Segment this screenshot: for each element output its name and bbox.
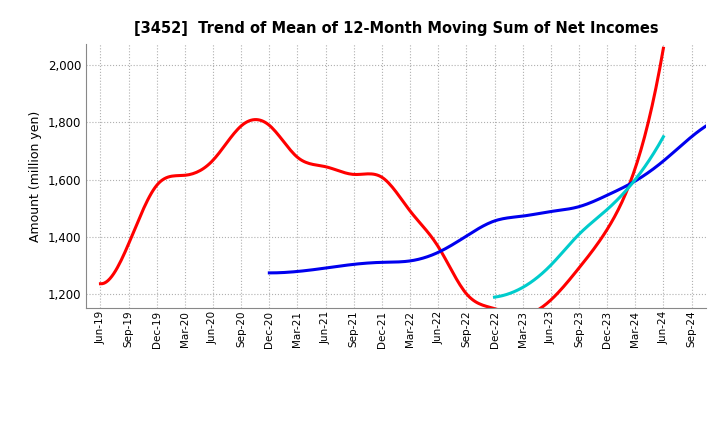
Title: [3452]  Trend of Mean of 12-Month Moving Sum of Net Incomes: [3452] Trend of Mean of 12-Month Moving … [134, 21, 658, 36]
Y-axis label: Amount (million yen): Amount (million yen) [30, 110, 42, 242]
